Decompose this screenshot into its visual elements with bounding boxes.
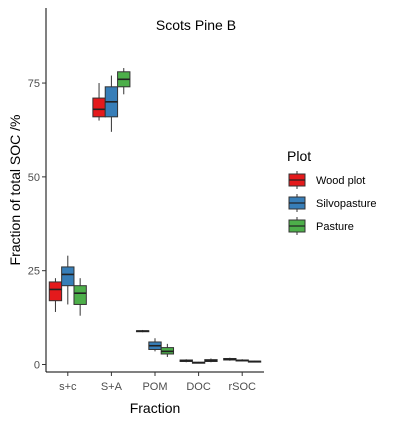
y-tick-label: 25 — [28, 266, 40, 278]
box-wood-plot-POM — [135, 329, 150, 333]
x-axis-title: Fraction — [130, 400, 181, 416]
legend-item-pasture: Pasture — [288, 217, 354, 235]
chart-title: Scots Pine B — [156, 17, 236, 33]
x-tick-label: s+c — [59, 381, 77, 393]
legend-label: Silvopasture — [316, 198, 377, 210]
x-tick-label: DOC — [186, 381, 211, 393]
box-pasture-S+A — [117, 68, 131, 95]
y-axis-title: Fraction of total SOC /% — [7, 115, 23, 266]
box-silvopasture-S+A — [104, 75, 119, 132]
box-silvopasture-s+c — [61, 255, 75, 305]
box-silvopasture-POM — [148, 338, 162, 352]
plot-layer — [48, 68, 262, 364]
box-pasture-rSOC — [247, 360, 262, 363]
y-tick-label: 0 — [34, 359, 40, 371]
axes-layer: 0 25 50 75 s+c S+A POM DOC rSOC — [28, 8, 264, 393]
legend-items: Wood plot Silvopasture Pasture — [288, 171, 377, 235]
box-pasture-POM — [160, 343, 175, 357]
box-silvopasture-DOC — [191, 361, 206, 364]
box-body — [61, 266, 75, 287]
x-tick-label: rSOC — [228, 381, 256, 393]
box-pasture-s+c — [73, 278, 87, 316]
legend-title: Plot — [287, 148, 311, 164]
y-tick-label: 50 — [28, 172, 40, 184]
legend-label: Wood plot — [316, 175, 365, 187]
legend-label: Pasture — [316, 221, 354, 233]
legend-item-silvopasture: Silvopasture — [288, 194, 377, 212]
box-silvopasture-rSOC — [235, 359, 249, 362]
box-pasture-DOC — [204, 358, 218, 363]
box-wood-plot-DOC — [179, 359, 193, 363]
box-body — [92, 97, 106, 118]
x-tick-label: POM — [142, 381, 167, 393]
box-wood-plot-S+A — [92, 83, 106, 121]
legend: Plot Wood plot Silvopasture Pasture — [287, 148, 377, 235]
x-tick-label: S+A — [101, 381, 123, 393]
legend-item-wood-plot: Wood plot — [288, 171, 365, 189]
box-wood-plot-s+c — [48, 278, 63, 312]
box-body — [48, 281, 63, 302]
box-wood-plot-rSOC — [223, 357, 237, 361]
y-tick-label: 75 — [28, 78, 40, 90]
box-body — [73, 285, 87, 305]
